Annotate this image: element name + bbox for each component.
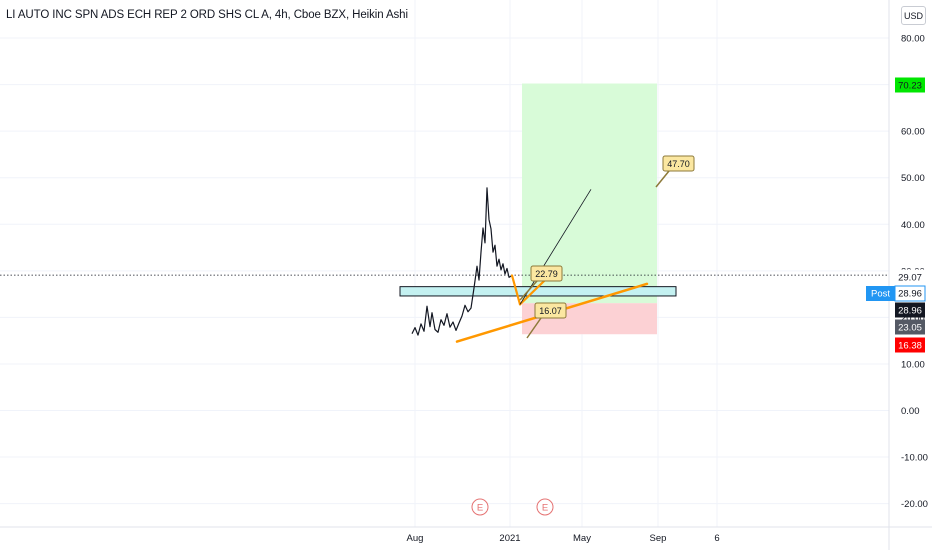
axis-badge-target bbox=[895, 77, 925, 93]
callout-stop-label: 16.07 bbox=[539, 306, 562, 316]
callout-entry-pointer bbox=[519, 280, 538, 301]
earnings-marker bbox=[471, 498, 489, 516]
axis-badge-entry bbox=[895, 319, 925, 335]
axis-badge-label: 70.23 bbox=[898, 81, 922, 92]
earnings-marker bbox=[536, 498, 554, 516]
orange-drop-segment bbox=[510, 274, 522, 306]
axis-badge-label: 28.96 bbox=[898, 289, 922, 300]
axis-badge-post bbox=[894, 285, 926, 302]
x-tick-label: Aug bbox=[407, 533, 424, 544]
y-tick-label: 60.00 bbox=[901, 127, 925, 138]
axis-badge-last bbox=[895, 302, 925, 318]
axis-badge-label: 28.96 bbox=[898, 306, 922, 317]
callout-entry-label: 22.79 bbox=[535, 269, 558, 279]
y-tick-label: 40.00 bbox=[901, 220, 925, 231]
price-series-line bbox=[411, 187, 513, 336]
post-prefix-label: Post bbox=[871, 289, 890, 300]
callout-target-label: 47.70 bbox=[667, 159, 690, 169]
x-tick-label: 2021 bbox=[499, 533, 520, 544]
axis-badge-current bbox=[895, 269, 925, 285]
axis-badge-stop bbox=[895, 337, 925, 353]
y-tick-label: -20.00 bbox=[901, 499, 928, 510]
x-tick-label: May bbox=[573, 533, 591, 544]
y-tick-label: -10.00 bbox=[901, 453, 928, 464]
y-tick-label: 80.00 bbox=[901, 34, 925, 45]
axis-badge-label: 23.05 bbox=[898, 323, 922, 334]
callout-target-pointer bbox=[655, 170, 670, 188]
callout-entry-box bbox=[530, 265, 563, 282]
callout-stop-pointer bbox=[526, 317, 542, 339]
callout-stop-box bbox=[534, 302, 567, 319]
y-tick-label: 0.00 bbox=[901, 406, 920, 417]
earnings-marker-label: E bbox=[477, 503, 483, 514]
axis-badge-label: 29.07 bbox=[898, 273, 922, 284]
y-tick-label: 50.00 bbox=[901, 173, 925, 184]
y-tick-label: 10.00 bbox=[901, 359, 925, 370]
post-prefix-badge bbox=[866, 286, 895, 301]
projection-line bbox=[519, 189, 592, 305]
x-tick-label: Sep bbox=[650, 533, 667, 544]
x-tick-label: 6 bbox=[714, 533, 719, 544]
callout-target-box bbox=[662, 155, 695, 172]
y-tick-label: 20.00 bbox=[901, 313, 925, 324]
chart-title: LI AUTO INC SPN ADS ECH REP 2 ORD SHS CL… bbox=[6, 9, 408, 21]
earnings-marker-label: E bbox=[542, 503, 548, 514]
currency-button[interactable]: USD bbox=[901, 6, 926, 25]
orange-bounce-segment bbox=[518, 279, 547, 306]
axis-badge-label: 16.38 bbox=[898, 341, 922, 352]
